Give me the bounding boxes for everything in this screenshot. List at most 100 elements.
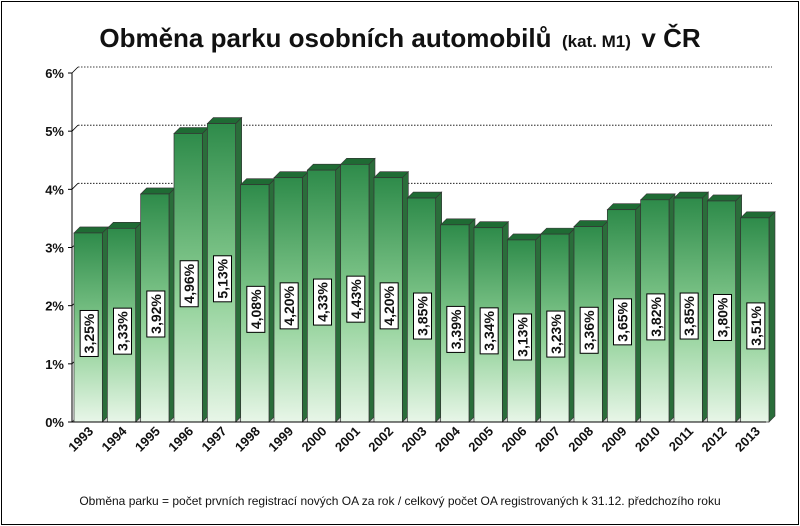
data-label: 3,33% (113, 307, 132, 355)
x-tick-label: 1999 (265, 424, 296, 455)
x-tick-label: 2001 (332, 424, 363, 455)
data-label: 3,92% (146, 290, 166, 338)
y-tick-label: 3% (45, 241, 64, 256)
y-tick-label: 2% (45, 299, 64, 314)
bar-top (139, 187, 176, 195)
data-label: 4,96% (179, 260, 199, 308)
chart-title-main: Obměna parku osobních automobilů (99, 23, 551, 53)
data-label: 3,13% (513, 313, 532, 361)
data-label: 5,13% (213, 255, 232, 303)
data-label: 4,43% (346, 275, 366, 323)
y-tick-label: 0% (45, 415, 64, 430)
data-label-box (79, 309, 99, 357)
data-label: 3,51% (746, 302, 766, 350)
data-labels: 3,25% 3,33% 3,92% 4,96% 5,13% 4,08% 4,20% 4,33%… (79, 255, 766, 361)
data-label-text: 3,85% (681, 296, 697, 336)
bars (73, 116, 776, 423)
data-label: 3,65% (613, 298, 632, 346)
bar-top (239, 178, 276, 185)
bar-top (473, 221, 510, 229)
x-tick-labels: 1993 1994 1995 1996 1997 1998 1999 2000 2001 2002… (65, 423, 763, 455)
data-label-box (113, 307, 132, 355)
bar-top (306, 163, 343, 171)
x-tick-label: 2002 (365, 424, 396, 455)
x-tick-label: 2006 (499, 424, 530, 455)
data-label-text: 3,82% (648, 297, 664, 337)
data-label-box (346, 275, 366, 323)
data-label-box (579, 306, 599, 354)
data-label: 3,80% (713, 293, 732, 341)
data-label-text: 3,51% (748, 306, 764, 346)
bar-top (439, 218, 476, 226)
bar-top (573, 220, 610, 227)
data-label: 4,20% (379, 282, 399, 330)
bar-top (606, 203, 643, 210)
bar-top (706, 194, 743, 202)
data-label-text: 3,92% (148, 294, 164, 334)
data-label-box (379, 282, 399, 330)
grid-line-side (71, 124, 79, 132)
data-label-text: 3,25% (81, 313, 97, 353)
x-tick-label: 1995 (132, 424, 163, 455)
data-label-box (313, 278, 332, 326)
x-tick-label: 2009 (599, 424, 630, 455)
bar-top (106, 222, 143, 229)
data-label-text: 3,33% (115, 311, 131, 351)
grid-line-side (71, 183, 79, 190)
x-tick-label: 2004 (432, 423, 464, 455)
data-label-text: 4,08% (248, 289, 264, 329)
x-tick-label: 2011 (666, 424, 697, 455)
x-tick-label: 2013 (732, 424, 763, 455)
data-label-box (646, 293, 666, 341)
x-tick-label: 1998 (232, 424, 263, 455)
bar-top (273, 171, 310, 178)
data-label: 3,85% (679, 292, 699, 340)
y-tick-label: 6% (45, 66, 64, 81)
data-label-text: 5,13% (215, 258, 231, 298)
x-tick-label: 2007 (532, 424, 563, 455)
y-tick-label: 4% (45, 182, 64, 197)
data-label: 3,39% (446, 305, 466, 353)
data-label-box (546, 310, 566, 358)
data-label-text: 4,33% (315, 282, 331, 322)
y-tick-label: 1% (45, 357, 64, 372)
bar-top (173, 127, 210, 134)
data-label-box (479, 307, 499, 355)
x-tick-label: 2003 (399, 424, 430, 455)
data-label-box (146, 290, 166, 338)
x-tick-label: 1996 (165, 424, 196, 455)
data-label-box (279, 282, 299, 330)
data-label: 3,82% (646, 293, 666, 341)
x-tick-label: 2010 (632, 424, 663, 455)
data-label: 4,08% (246, 285, 266, 333)
chart-title-category: (kat. M1) (562, 32, 631, 51)
bar-top (206, 117, 243, 124)
data-label-text: 3,80% (715, 297, 731, 337)
data-label-text: 3,36% (581, 310, 597, 350)
y-tick-label: 5% (45, 124, 64, 139)
bar-top (639, 193, 676, 201)
data-label-text: 3,39% (448, 309, 464, 349)
bar-side (768, 211, 776, 423)
bar-front (506, 239, 537, 423)
chart-title: Obměna parku osobních automobilů (kat. M… (99, 23, 700, 53)
data-label-box (679, 292, 699, 340)
data-label-text: 4,20% (381, 285, 397, 325)
data-label-box (513, 313, 532, 361)
data-label-text: 4,20% (281, 285, 297, 325)
data-label-text: 3,23% (548, 314, 564, 354)
data-label-box (613, 298, 632, 346)
data-label-text: 3,85% (415, 296, 431, 336)
data-label-text: 3,34% (481, 310, 497, 350)
data-label-box (179, 260, 199, 308)
footnote: Obměna parku = počet prvních registrací … (79, 494, 720, 508)
data-label: 3,34% (479, 307, 499, 355)
data-label: 3,85% (413, 292, 432, 340)
y-tick-labels: 0% 1% 2% 3% 4% 5% 6% (45, 66, 64, 430)
x-tick-label: 1993 (65, 424, 96, 455)
bar-top (506, 233, 543, 241)
data-label-box (413, 292, 432, 340)
data-label-text: 4,43% (348, 279, 364, 319)
data-label-box (246, 285, 266, 333)
axes (68, 72, 766, 423)
